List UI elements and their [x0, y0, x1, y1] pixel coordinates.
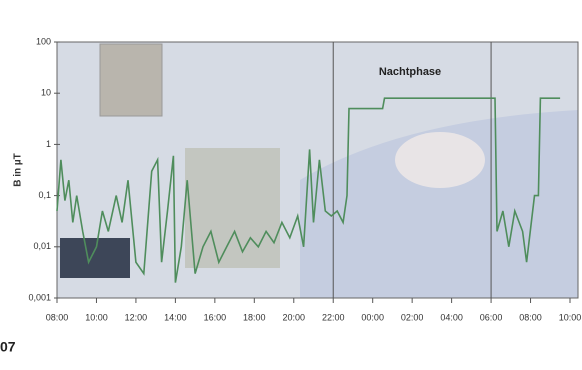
x-tick-label: 12:00: [125, 312, 148, 322]
y-tick-label: 100: [36, 36, 51, 46]
annotation: Nachtphase: [379, 66, 441, 78]
x-tick-label: 04:00: [440, 312, 463, 322]
page: {"chart_data": {"type": "line", "y_label…: [0, 0, 582, 365]
y-tick-label: 1: [46, 139, 51, 149]
y-tick-label: 0,001: [28, 292, 51, 302]
x-tick-label: 16:00: [204, 312, 227, 322]
x-tick-label: 10:00: [559, 312, 582, 322]
x-tick-label: 14:00: [164, 312, 187, 322]
x-tick-label: 00:00: [361, 312, 384, 322]
y-tick-label: 0,1: [38, 190, 51, 200]
y-tick-label: 0,01: [33, 241, 51, 251]
photo-frame: [100, 44, 162, 116]
x-tick-label: 06:00: [480, 312, 503, 322]
photo-cabinet: [185, 148, 280, 268]
x-tick-label: 20:00: [283, 312, 306, 322]
x-tick-label: 18:00: [243, 312, 266, 322]
x-tick-label: 08:00: [519, 312, 542, 322]
photo-clock: [60, 238, 130, 278]
x-tick-label: 10:00: [85, 312, 108, 322]
chart: Nachtphase B in µT 07 100 10 1 0,1 0,01 0,001…: [0, 0, 582, 365]
y-tick-label: 10: [41, 88, 51, 98]
photo-face: [395, 132, 485, 188]
y-axis-label: B in µT: [13, 153, 24, 187]
x-tick-label: 02:00: [401, 312, 424, 322]
x-tick-label: 08:00: [46, 312, 69, 322]
x-tick-label: 22:00: [322, 312, 345, 322]
page-fragment: 07: [0, 339, 16, 355]
